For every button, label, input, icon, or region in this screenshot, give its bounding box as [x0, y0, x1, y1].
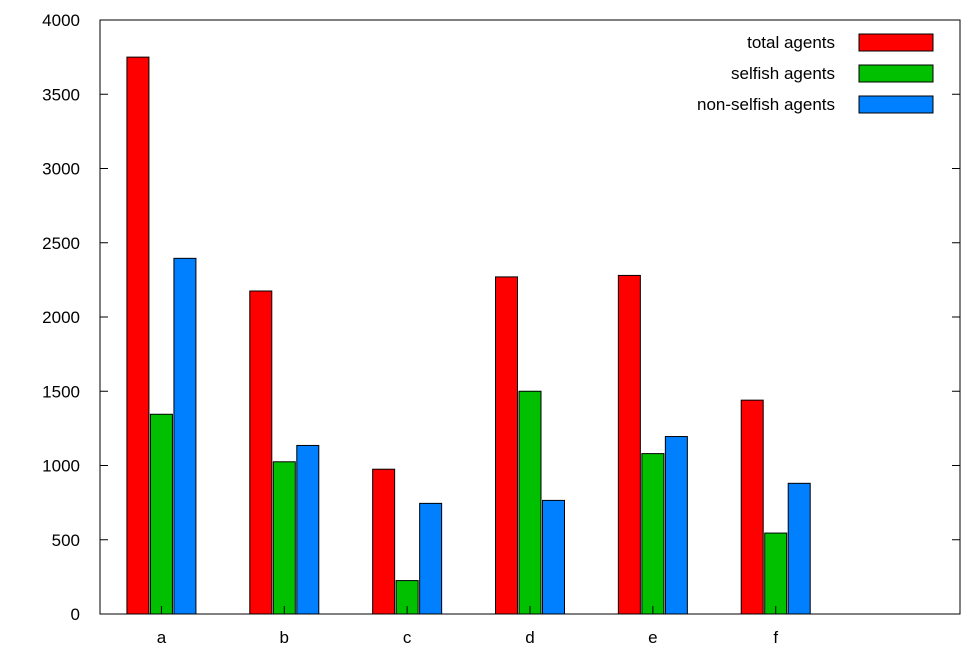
- bar-total-agents-c: [372, 468, 396, 615]
- y-axis: 0 500 1000 1500 2000 2500 3000 3500 4000: [42, 11, 960, 624]
- x-tick-label: d: [525, 628, 534, 647]
- x-tick-label: a: [157, 628, 167, 647]
- bar-non-selfish-agents-b: [296, 444, 320, 615]
- y-tick-label: 1500: [42, 382, 80, 401]
- x-tick-label: f: [773, 628, 778, 647]
- y-tick-label: 4000: [42, 11, 80, 30]
- legend-swatch: [858, 95, 934, 114]
- bar-total-agents-a: [126, 56, 150, 615]
- y-tick-label: 0: [71, 605, 80, 624]
- y-tick-label: 3500: [42, 85, 80, 104]
- y-tick-label: 500: [52, 531, 80, 550]
- y-tick-label: 2000: [42, 308, 80, 327]
- legend-label: total agents: [747, 33, 835, 52]
- bar-total-agents-e: [617, 274, 641, 615]
- legend: total agents selfish agents non-selfish ag…: [697, 33, 934, 114]
- x-axis: a b c d e f: [157, 606, 778, 647]
- legend-swatch: [858, 64, 934, 83]
- bar-non-selfish-agents-a: [173, 257, 197, 615]
- bar-non-selfish-agents-f: [787, 482, 811, 615]
- x-tick-label: b: [280, 628, 289, 647]
- bar-non-selfish-agents-d: [542, 499, 565, 615]
- bar-selfish-agents-a: [149, 413, 173, 615]
- legend-swatch: [858, 33, 934, 52]
- bar-selfish-agents-b: [272, 461, 296, 615]
- bar-selfish-agents-d: [518, 390, 542, 615]
- x-tick-label: c: [403, 628, 412, 647]
- bar-selfish-agents-f: [764, 532, 788, 615]
- bars-group: [126, 56, 811, 615]
- y-tick-label: 2500: [42, 234, 80, 253]
- bar-total-agents-f: [740, 399, 764, 615]
- bar-non-selfish-agents-c: [419, 502, 443, 615]
- bar-total-agents-b: [249, 290, 273, 615]
- bar-total-agents-d: [495, 276, 518, 615]
- bar-non-selfish-agents-e: [664, 436, 688, 615]
- legend-label: non-selfish agents: [697, 95, 835, 114]
- x-tick-label: e: [648, 628, 657, 647]
- y-tick-label: 1000: [42, 457, 80, 476]
- bar-selfish-agents-e: [641, 453, 665, 615]
- y-tick-label: 3000: [42, 160, 80, 179]
- legend-label: selfish agents: [731, 64, 835, 83]
